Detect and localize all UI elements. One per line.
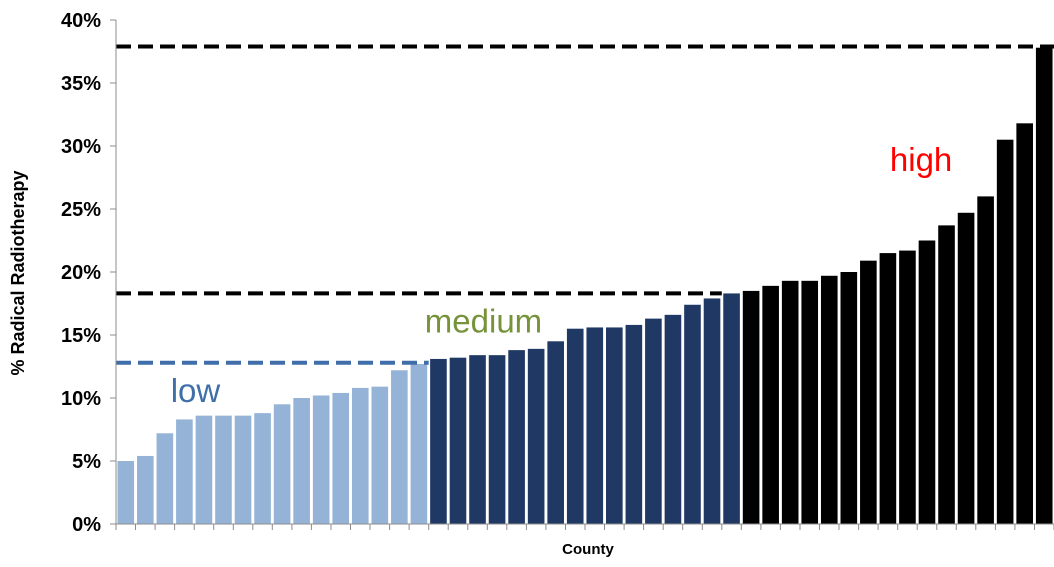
y-tick-label: 35% — [61, 73, 101, 95]
bar-medium-15 — [703, 298, 721, 524]
annotation-high: high — [890, 141, 952, 178]
y-tick-label: 10% — [61, 388, 101, 410]
bar-low-5 — [195, 415, 213, 524]
y-tick-label: 5% — [72, 451, 101, 473]
y-tick-label: 15% — [61, 325, 101, 347]
bar-medium-8 — [566, 328, 584, 524]
bar-high-8 — [879, 253, 897, 524]
bar-high-2 — [762, 285, 779, 524]
bar-low-2 — [137, 455, 154, 524]
y-tick-label: 25% — [61, 199, 101, 221]
bar-high-6 — [840, 272, 858, 524]
bar-low-3 — [156, 433, 174, 524]
bar-high-15 — [1016, 123, 1033, 524]
bar-low-13 — [351, 387, 369, 524]
bar-low-1 — [117, 461, 135, 524]
bar-low-14 — [371, 386, 389, 524]
bar-high-11 — [938, 225, 955, 524]
bar-low-8 — [254, 413, 271, 524]
bar-high-5 — [820, 275, 838, 524]
bar-high-10 — [918, 240, 936, 524]
bar-high-16 — [1035, 47, 1053, 524]
bar-high-13 — [977, 196, 994, 524]
annotation-back-layer: low — [171, 372, 221, 409]
bar-medium-5 — [508, 350, 525, 524]
bar-low-16 — [410, 363, 428, 524]
bar-medium-12 — [645, 318, 662, 524]
bar-medium-7 — [547, 341, 564, 524]
bar-medium-16 — [723, 293, 740, 524]
y-tick-label: 0% — [72, 514, 101, 536]
bar-medium-1 — [430, 358, 447, 524]
bar-high-7 — [860, 260, 877, 524]
bar-medium-11 — [625, 324, 643, 524]
annotation-medium: medium — [425, 303, 542, 340]
reference-lines-layer — [116, 44, 1054, 365]
bar-medium-4 — [488, 355, 506, 524]
y-tick-label: 20% — [61, 262, 101, 284]
bar-medium-6 — [527, 348, 545, 524]
bar-low-10 — [293, 398, 310, 524]
bars-layer — [117, 47, 1053, 524]
bar-high-3 — [781, 280, 799, 524]
bar-high-4 — [801, 280, 819, 524]
bar-medium-3 — [469, 355, 486, 524]
bar-medium-2 — [449, 357, 467, 524]
bar-high-12 — [957, 212, 975, 524]
axes-layer: 0% 5% 10% 15% 20% 25% 30% 35% 40% — [61, 10, 1054, 536]
bar-low-9 — [273, 404, 291, 524]
bar-high-9 — [899, 250, 916, 524]
bar-low-15 — [391, 370, 408, 524]
y-tick-label: 30% — [61, 136, 101, 158]
bar-medium-14 — [684, 304, 701, 524]
bar-low-4 — [176, 419, 193, 524]
bar-low-11 — [312, 395, 330, 524]
bar-high-1 — [742, 290, 760, 524]
x-axis-title: County — [562, 541, 614, 558]
annotation-low: low — [171, 372, 221, 409]
bar-low-7 — [234, 415, 252, 524]
bar-low-12 — [332, 392, 350, 524]
bar-high-14 — [996, 139, 1014, 524]
annotation-front-layer: medium high — [425, 141, 952, 339]
bar-medium-10 — [606, 327, 623, 524]
bar-medium-9 — [586, 327, 604, 524]
bar-low-6 — [215, 415, 232, 524]
bar-medium-13 — [664, 314, 682, 524]
y-axis-title: % Radical Radiotherapy — [8, 170, 28, 375]
y-tick-label: 40% — [61, 10, 101, 32]
